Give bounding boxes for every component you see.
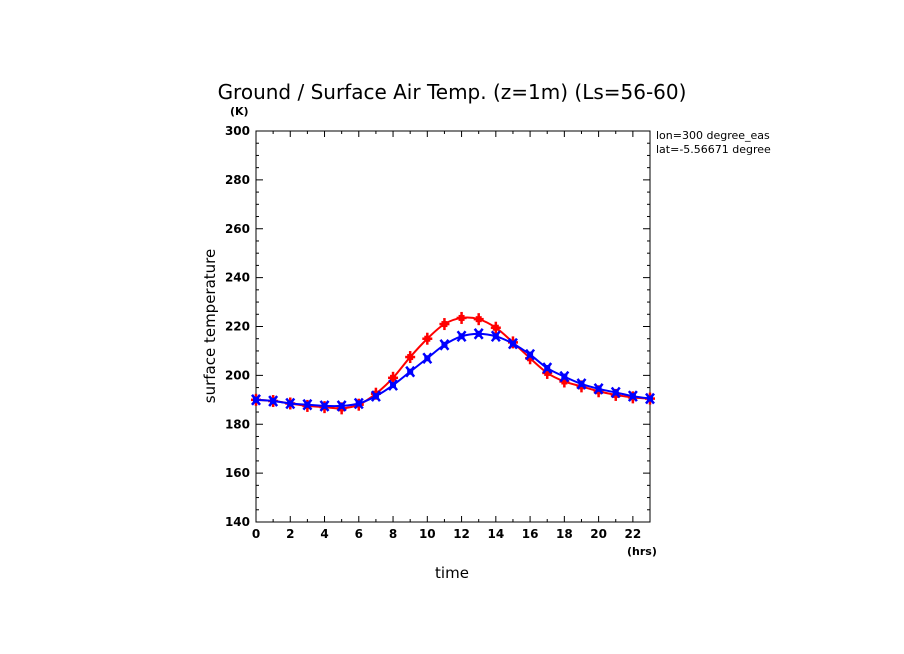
data-point <box>388 379 399 391</box>
y-tick-label: 180 <box>225 417 250 431</box>
y-tick-label: 300 <box>225 124 250 138</box>
x-tick-label: 18 <box>556 527 573 541</box>
y-tick-label: 260 <box>225 222 250 236</box>
series-layer <box>251 311 655 415</box>
data-point <box>319 400 330 412</box>
axis-ticks: 0 2 4 6 8 10 12 14 16 18 20 22 140 160 180 200 220 240 260… <box>225 124 651 541</box>
x-tick-label: 0 <box>252 527 260 541</box>
data-point <box>422 332 433 345</box>
chart-title: Ground / Surface Air Temp. (z=1m) (Ls=56… <box>218 80 687 104</box>
data-point <box>542 362 553 374</box>
data-point <box>353 397 364 410</box>
y-tick-label: 160 <box>225 466 250 480</box>
y-tick-label: 200 <box>225 368 250 382</box>
data-point <box>473 328 484 340</box>
data-point <box>302 398 313 411</box>
data-point <box>610 386 621 399</box>
x-tick-label: 22 <box>625 527 642 541</box>
x-tick-label: 20 <box>590 527 607 541</box>
data-point <box>490 330 501 343</box>
x-tick-label: 14 <box>487 527 504 541</box>
data-point <box>370 390 381 402</box>
data-point <box>627 390 638 402</box>
data-point <box>405 365 416 378</box>
series-line-1 <box>255 332 651 408</box>
data-point <box>268 395 279 407</box>
x-tick-label: 8 <box>389 527 397 541</box>
x-axis-label: time <box>435 564 469 582</box>
y-tick-label: 280 <box>225 173 250 187</box>
y-tick-label: 220 <box>225 320 250 334</box>
data-point <box>507 337 518 350</box>
data-point <box>336 400 347 412</box>
data-point <box>525 348 536 361</box>
data-point <box>576 378 587 390</box>
data-point <box>439 318 450 331</box>
info-lat: lat=-5.56671 degree <box>656 143 771 156</box>
series-line-0 <box>255 316 651 410</box>
data-point <box>388 371 399 384</box>
y-axis-label: surface temperature <box>201 249 219 404</box>
data-point <box>456 311 467 324</box>
info-lon: lon=300 degree_eas <box>656 129 770 142</box>
data-point <box>422 352 433 365</box>
data-point <box>251 394 261 406</box>
x-tick-label: 6 <box>355 527 363 541</box>
data-point <box>593 383 604 395</box>
data-point <box>645 392 655 405</box>
x-tick-label: 10 <box>419 527 436 541</box>
data-point <box>439 339 450 351</box>
data-point <box>559 370 570 383</box>
data-point <box>473 313 484 326</box>
x-tick-label: 12 <box>453 527 470 541</box>
x-tick-label: 16 <box>522 527 539 541</box>
data-point <box>285 397 296 410</box>
y-tick-label: 140 <box>225 515 250 529</box>
y-tick-label: 240 <box>225 271 250 285</box>
data-point <box>456 330 467 343</box>
x-unit-label: (hrs) <box>627 545 657 558</box>
plot-frame <box>255 130 651 523</box>
x-tick-label: 4 <box>320 527 328 541</box>
y-unit-label: (K) <box>230 105 249 118</box>
x-tick-label: 2 <box>286 527 294 541</box>
data-point <box>490 321 501 334</box>
data-point <box>405 351 416 364</box>
